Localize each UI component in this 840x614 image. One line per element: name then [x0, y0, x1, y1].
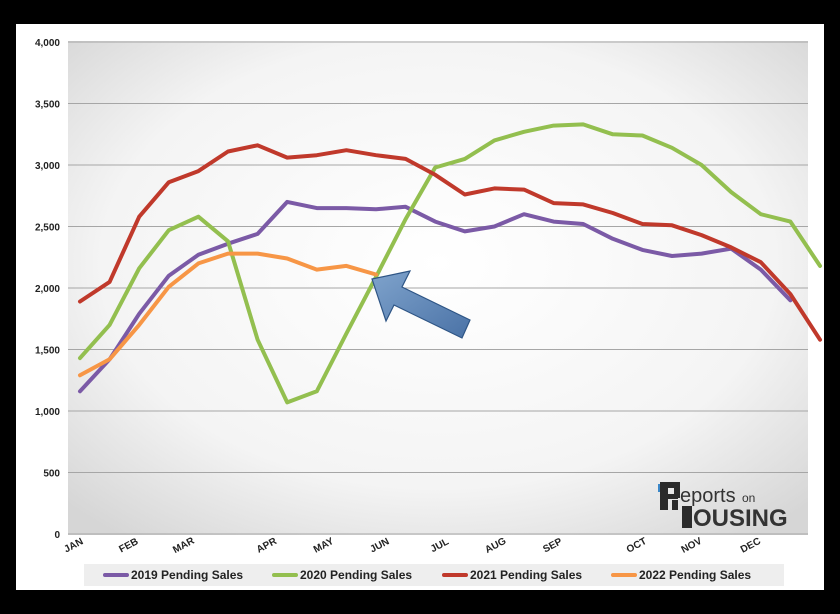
- x-tick-label: AUG: [483, 536, 508, 556]
- annotation-arrow: [371, 270, 471, 339]
- x-tick-label: APR: [255, 536, 279, 556]
- y-tick-label: 4,000: [35, 38, 60, 49]
- legend-label: 2019 Pending Sales: [131, 568, 243, 582]
- x-tick-label: DEC: [739, 536, 763, 556]
- y-tick-label: 3,500: [35, 100, 60, 111]
- legend-background: [84, 564, 784, 586]
- x-tick-label: NOV: [680, 536, 705, 556]
- legend-label: 2022 Pending Sales: [639, 568, 751, 582]
- y-tick-label: 2,000: [35, 284, 60, 295]
- x-tick-label: JUN: [368, 536, 391, 555]
- reports-on-housing-logo: eports on OUSING: [658, 482, 788, 532]
- x-tick-label: FEB: [117, 536, 140, 555]
- series-line-2020: [78, 122, 822, 405]
- y-tick-label: 1,500: [35, 346, 60, 357]
- y-tick-label: 2,500: [35, 223, 60, 234]
- logo-text-housing: OUSING: [693, 505, 788, 532]
- series-line-2021: [78, 143, 822, 342]
- y-tick-label: 1,000: [35, 407, 60, 418]
- y-tick-label: 0: [54, 530, 60, 541]
- logo-text-reports: eports: [680, 485, 736, 507]
- x-tick-label: OCT: [625, 536, 649, 556]
- legend-label: 2021 Pending Sales: [470, 568, 582, 582]
- logo-text-on: on: [742, 491, 755, 505]
- y-tick-label: 500: [43, 469, 60, 480]
- y-axis-ticks: 0 500 1,000 1,500 2,000 2,500 3,000 3,500 4,000: [35, 38, 60, 541]
- x-tick-label: MAR: [171, 535, 197, 556]
- x-tick-label: SEP: [541, 536, 564, 555]
- x-tick-label: JUL: [429, 536, 451, 555]
- legend-label: 2020 Pending Sales: [300, 568, 412, 582]
- x-tick-label: JAN: [62, 536, 85, 555]
- series-line-2022: [78, 251, 378, 378]
- x-axis-ticks: JAN FEB MAR APR MAY JUN JUL AUG SEP OCT NOV DEC: [62, 535, 762, 556]
- y-tick-label: 3,000: [35, 161, 60, 172]
- x-tick-label: MAY: [312, 536, 336, 556]
- series-lines: [78, 122, 822, 405]
- series-line-2019: [78, 199, 793, 394]
- legend: 2019 Pending Sales 2020 Pending Sales 2021…: [84, 564, 784, 586]
